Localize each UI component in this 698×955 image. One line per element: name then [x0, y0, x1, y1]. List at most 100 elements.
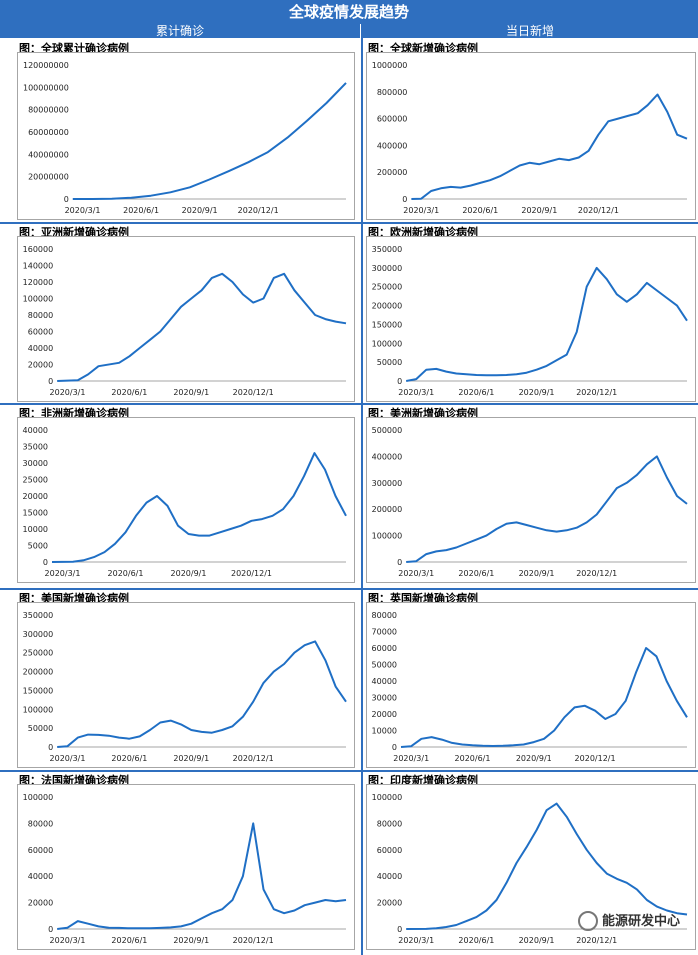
y-tick-label: 300000: [23, 630, 54, 639]
y-tick-label: 120000000: [23, 61, 69, 70]
y-tick-label: 200000: [377, 168, 408, 177]
y-tick-label: 60000: [28, 328, 53, 337]
x-tick-label: 2020/6/1: [462, 206, 498, 215]
chart-title: 图：美洲新增确诊病例: [368, 407, 478, 420]
watermark-text: 能源研发中心: [601, 913, 680, 929]
chart-title: 图：法国新增确诊病例: [19, 774, 129, 787]
y-tick-label: 0: [48, 743, 53, 752]
y-tick-label: 100000: [372, 532, 403, 541]
y-tick-label: 250000: [372, 283, 403, 292]
chart-title: 图：英国新增确诊病例: [368, 592, 478, 605]
y-tick-label: 50000: [28, 724, 53, 733]
series-line: [72, 82, 347, 200]
y-tick-label: 40000: [28, 344, 53, 353]
y-tick-label: 150000: [23, 686, 54, 695]
x-tick-label: 2020/12/1: [578, 206, 619, 215]
y-tick-label: 400000: [372, 452, 403, 461]
row-separator: [0, 770, 698, 772]
chart-asia: 0 20000 40000 60000 80000 100000 120000 140000 1…: [17, 236, 355, 402]
y-tick-label: 150000: [372, 320, 403, 329]
y-tick-label: 100000000: [23, 83, 69, 92]
y-tick-label: 20000: [372, 710, 397, 719]
x-tick-label: 2020/9/1: [173, 388, 209, 397]
x-tick-label: 2020/3/1: [398, 936, 434, 945]
left-column-header: 累计确诊: [0, 24, 360, 38]
y-tick-label: 80000: [377, 819, 402, 828]
y-tick-label: 40000: [372, 677, 397, 686]
series-line: [406, 455, 688, 563]
chart-svg: 0 5000 10000 15000 20000 25000 30000 35000 40000…: [23, 426, 347, 578]
x-tick-label: 2020/6/1: [111, 936, 147, 945]
x-tick-label: 2020/12/1: [576, 388, 617, 397]
x-tick-label: 2020/6/1: [455, 754, 491, 763]
x-tick-label: 2020/12/1: [231, 569, 272, 578]
y-tick-label: 50000: [377, 358, 402, 367]
row-separator: [0, 403, 698, 405]
x-tick-label: 2020/9/1: [173, 936, 209, 945]
chart-svg: 0 20000000 40000000 60000000 80000000 1000000…: [23, 61, 347, 215]
chart-americas: 0 100000 200000 300000 400000 500000 2020/3/1 2…: [366, 417, 696, 583]
watermark: 能源研发中心: [577, 910, 680, 931]
y-tick-label: 350000: [23, 611, 54, 620]
y-tick-label: 30000: [372, 694, 397, 703]
x-tick-label: 2020/3/1: [50, 388, 86, 397]
wechat-icon: [577, 911, 598, 931]
x-tick-label: 2020/3/1: [45, 569, 81, 578]
y-tick-label: 40000: [23, 426, 48, 435]
y-tick-label: 800000: [377, 88, 408, 97]
chart-africa: 0 5000 10000 15000 20000 25000 30000 35000 40000…: [17, 417, 355, 583]
series-line: [57, 272, 347, 382]
y-tick-label: 100000: [23, 705, 54, 714]
chart-title: 图：亚洲新增确诊病例: [19, 226, 129, 239]
y-tick-label: 0: [64, 195, 69, 204]
y-tick-label: 0: [392, 743, 397, 752]
y-tick-label: 140000: [23, 262, 54, 271]
y-tick-label: 100000: [23, 295, 54, 304]
y-tick-label: 10000: [23, 525, 48, 534]
x-tick-label: 2020/9/1: [519, 936, 555, 945]
x-tick-label: 2020/6/1: [111, 388, 147, 397]
chart-title: 图：非洲新增确诊病例: [19, 407, 129, 420]
x-tick-label: 2020/9/1: [519, 569, 555, 578]
y-tick-label: 80000: [28, 311, 53, 320]
chart-svg: 0 50000 100000 150000 200000 250000 300000 3500…: [23, 611, 347, 763]
y-tick-label: 0: [397, 925, 402, 934]
right-column-header: 当日新增: [362, 24, 698, 38]
chart-svg: 0 20000 40000 60000 80000 100000 120000 140000 1…: [23, 245, 347, 397]
x-tick-label: 2020/9/1: [516, 754, 552, 763]
chart-world_new: 0 200000 400000 600000 800000 1000000 2020/3/1…: [366, 52, 696, 220]
chart-title: 图：印度新增确诊病例: [368, 774, 478, 787]
chart-india: 0 20000 40000 60000 80000 100000 2020/3/1 2020/…: [366, 784, 696, 950]
series-line: [400, 647, 688, 748]
column-separator: [361, 24, 363, 955]
row-separator: [0, 588, 698, 590]
x-tick-label: 2020/3/1: [398, 569, 434, 578]
y-tick-label: 60000000: [28, 128, 69, 137]
y-tick-label: 15000: [23, 509, 48, 518]
chart-svg: 0 20000 40000 60000 80000 100000 2020/3/1 2020/…: [372, 793, 688, 945]
y-tick-label: 40000: [377, 872, 402, 881]
y-tick-label: 70000: [372, 628, 397, 637]
y-tick-label: 40000000: [28, 150, 69, 159]
y-tick-label: 80000: [372, 611, 397, 620]
row-separator: [0, 222, 698, 224]
chart-france: 0 20000 40000 60000 80000 100000 2020/3/1 2020/…: [17, 784, 355, 950]
x-tick-label: 2020/9/1: [182, 206, 218, 215]
y-tick-label: 20000000: [28, 173, 69, 182]
chart-uk: 0 10000 20000 30000 40000 50000 60000 70000 8000…: [366, 602, 696, 768]
x-tick-label: 2020/6/1: [111, 754, 147, 763]
page-title: 全球疫情发展趋势: [0, 0, 698, 24]
y-tick-label: 160000: [23, 245, 54, 254]
y-tick-label: 0: [397, 377, 402, 386]
y-tick-label: 25000: [23, 476, 48, 485]
y-tick-label: 20000: [28, 361, 53, 370]
y-tick-label: 300000: [372, 479, 403, 488]
y-tick-label: 600000: [377, 115, 408, 124]
x-tick-label: 2020/6/1: [458, 936, 494, 945]
x-tick-label: 2020/12/1: [238, 206, 279, 215]
y-tick-label: 1000000: [372, 61, 408, 70]
x-tick-label: 2020/12/1: [233, 936, 274, 945]
series-line: [411, 93, 688, 200]
y-tick-label: 80000000: [28, 106, 69, 115]
y-tick-label: 60000: [377, 846, 402, 855]
